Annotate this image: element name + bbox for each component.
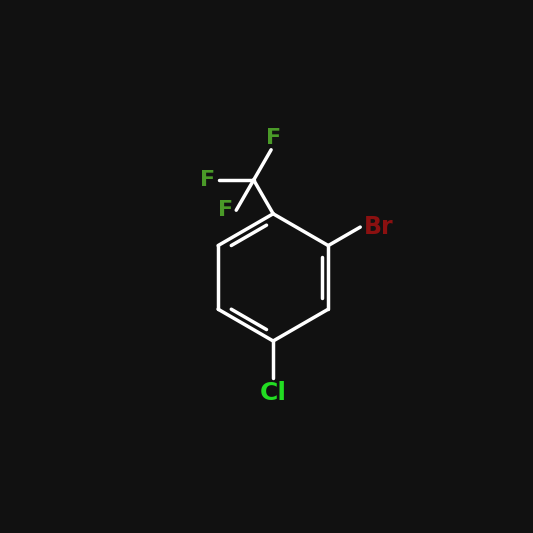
Text: Cl: Cl	[260, 381, 287, 405]
Text: Br: Br	[364, 215, 393, 239]
Text: F: F	[218, 200, 233, 220]
Text: F: F	[265, 128, 281, 148]
Text: F: F	[200, 170, 215, 190]
